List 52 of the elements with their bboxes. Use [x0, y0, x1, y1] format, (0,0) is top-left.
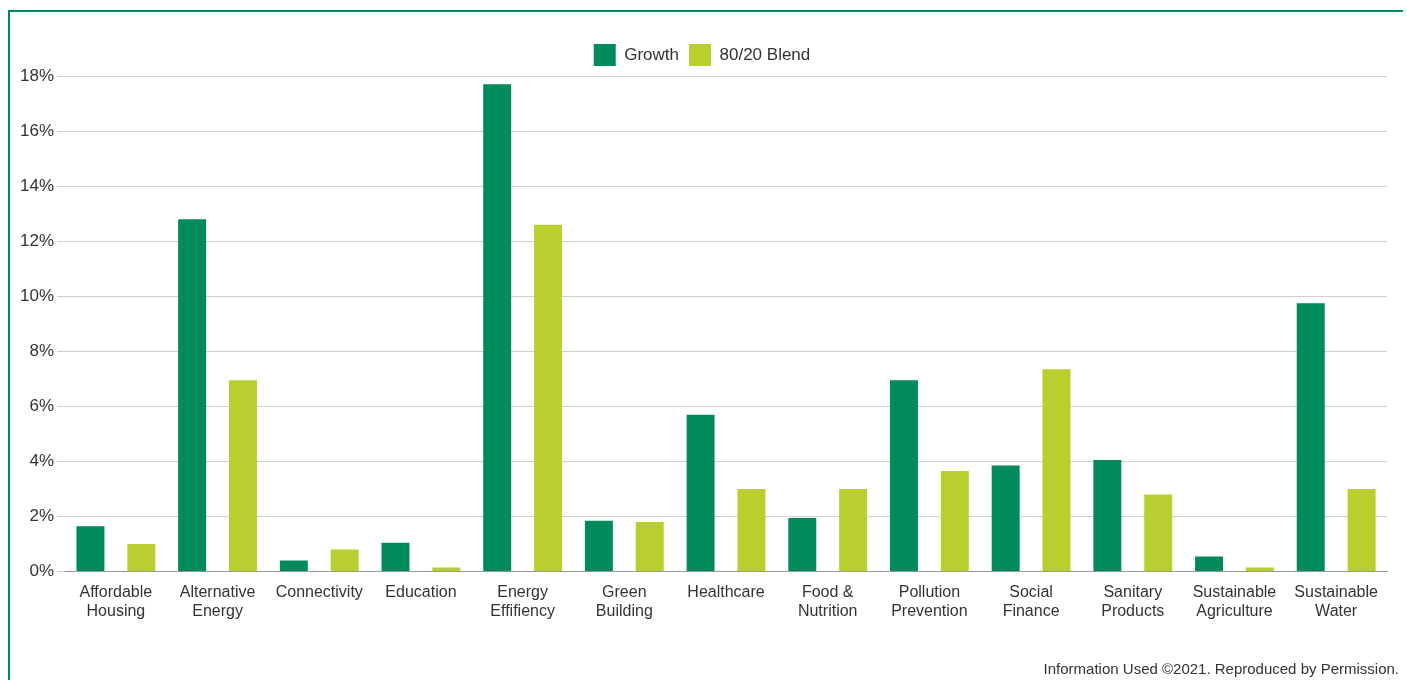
bar: [432, 567, 461, 572]
bar: [1195, 556, 1224, 572]
bar: [635, 522, 664, 572]
y-tick-label: 0%: [29, 561, 55, 581]
bar: [330, 549, 359, 572]
x-tick-label: Pollution Prevention: [891, 582, 968, 619]
x-tick-label: Social Finance: [1002, 582, 1060, 619]
y-tick-label: 16%: [19, 120, 55, 140]
bar: [534, 224, 563, 572]
y-tick-label: 12%: [19, 230, 55, 250]
y-tick-label: 6%: [29, 396, 55, 416]
y-tick-label: 14%: [19, 175, 55, 195]
x-tick-label: Affordable Housing: [79, 582, 153, 619]
bar: [381, 542, 410, 572]
y-tick-label: 2%: [29, 506, 55, 526]
y-tick-label: 18%: [19, 65, 55, 85]
x-tick-label: Connectivity: [275, 582, 363, 600]
bar: [839, 489, 868, 572]
bar: [1296, 303, 1325, 572]
bar: [1042, 369, 1071, 572]
bar: [483, 84, 512, 572]
bar: [991, 465, 1020, 572]
x-tick-label: Sustainable Agriculture: [1192, 582, 1277, 619]
bar: [686, 414, 715, 572]
x-tick-label: Sustainable Water: [1294, 582, 1379, 619]
y-tick-label: 4%: [29, 451, 55, 471]
bar: [1245, 567, 1274, 572]
x-tick-label: Sanitary Products: [1101, 582, 1165, 619]
bar: [1093, 460, 1122, 572]
x-tick-label: Green Building: [595, 582, 653, 619]
x-tick-label: Energy Effifiency: [490, 582, 555, 619]
bar: [178, 219, 207, 572]
text: Information Used ©2021. Reproduced by Permission.: [1043, 660, 1399, 677]
legend-label: 80/20 Blend: [719, 44, 811, 64]
y-tick-label: 8%: [29, 341, 55, 361]
bar: [76, 526, 105, 572]
legend-label: Growth: [624, 44, 680, 64]
bar: [788, 517, 817, 572]
x-tick-label: Alternative Energy: [179, 582, 256, 619]
bar: [940, 471, 969, 572]
x-tick-label: Healthcare: [687, 582, 765, 600]
y-tick-label: 10%: [19, 285, 55, 305]
bar: [584, 520, 613, 572]
bar: [889, 380, 918, 572]
bar: [127, 544, 156, 572]
bar: [737, 489, 766, 572]
x-tick-label: Food & Nutrition: [797, 582, 858, 619]
x-tick-label: Education: [385, 582, 457, 600]
bar: [279, 560, 308, 572]
bar: [1347, 489, 1376, 572]
bar: [1144, 494, 1173, 572]
bar: [229, 380, 257, 572]
